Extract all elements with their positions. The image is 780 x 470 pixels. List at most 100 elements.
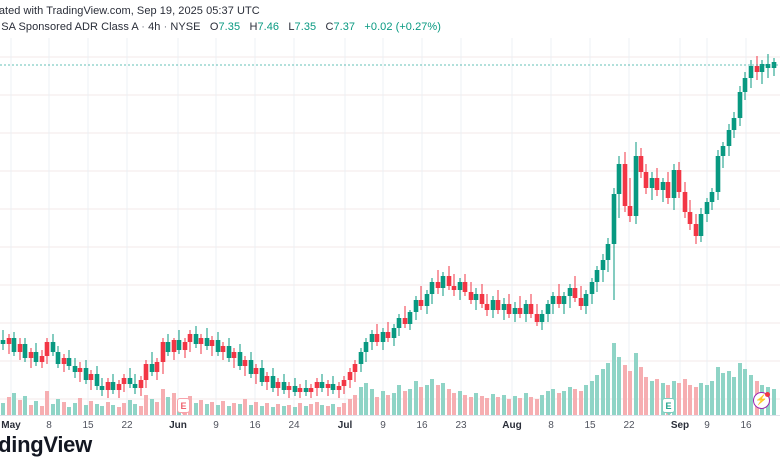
volume-bar	[425, 385, 429, 415]
volume-bar	[194, 403, 198, 415]
candle-body	[281, 382, 287, 390]
candle-body	[759, 64, 765, 72]
candle-body	[550, 296, 556, 304]
volume-bar	[1, 403, 5, 415]
volume-bar	[595, 375, 599, 415]
volume-bar	[710, 381, 714, 415]
open-label: O	[209, 21, 219, 33]
x-axis-tick: 16	[249, 420, 261, 431]
candle-body	[138, 380, 144, 388]
interval-label[interactable]: 4h	[148, 21, 161, 33]
volume-bar	[562, 391, 566, 415]
candle-body	[731, 118, 737, 130]
candle-body	[693, 224, 699, 236]
x-axis-tick: 8	[46, 420, 52, 431]
candle-body	[341, 380, 347, 386]
volume-bar	[772, 389, 776, 415]
volume-bar	[644, 377, 648, 415]
candle-body	[44, 342, 50, 356]
candle-body	[583, 294, 589, 306]
candle-body	[665, 182, 671, 198]
x-axis-tick: 15	[82, 420, 94, 431]
candle-body	[94, 374, 100, 386]
volume-bar	[743, 369, 747, 415]
candle-body	[286, 386, 292, 390]
candle-body	[495, 300, 501, 310]
symbol-info-bar: Grifols SA Sponsored ADR Class A · 4h · …	[0, 21, 441, 33]
volume-bar	[282, 406, 286, 415]
earnings-marker-down[interactable]: E	[177, 398, 190, 416]
volume-bar	[557, 393, 561, 415]
candle-body	[154, 362, 160, 372]
candle-body	[352, 364, 358, 372]
change-percent: (+0.27%)	[395, 21, 441, 33]
volume-bar	[89, 401, 93, 415]
candle-body	[572, 288, 578, 298]
volume-bar	[133, 404, 137, 415]
candle-body	[99, 386, 105, 390]
candle-body	[720, 146, 726, 156]
volume-bar	[491, 394, 495, 415]
x-axis-tick: Sep	[670, 420, 690, 431]
x-axis-tick: May	[1, 420, 21, 431]
x-axis-tick: 16	[740, 420, 752, 431]
candle-body	[512, 308, 518, 314]
candle-body	[374, 334, 380, 342]
candle-body	[435, 282, 441, 288]
x-axis-tick: 16	[416, 420, 428, 431]
volume-bar	[18, 400, 22, 415]
candle-body	[698, 214, 704, 236]
volume-bar	[590, 381, 594, 415]
volume-bar	[326, 406, 330, 415]
volume-bar	[419, 387, 423, 415]
candle-body	[336, 386, 342, 390]
volume-bar	[584, 385, 588, 415]
candle-body	[616, 164, 622, 194]
candle-body	[534, 314, 540, 322]
volume-bar	[683, 379, 687, 415]
volume-bar	[254, 402, 258, 415]
candle-body	[709, 192, 715, 202]
symbol-name[interactable]: Grifols SA Sponsored ADR Class A	[0, 21, 139, 33]
volume-bar	[260, 406, 264, 415]
volume-bar	[529, 397, 533, 415]
volume-bar	[342, 403, 346, 415]
earnings-marker-up[interactable]: E	[662, 398, 675, 416]
attribution-text: Generated with TradingView.com, Sep 19, …	[0, 5, 260, 17]
candle-body	[182, 342, 188, 350]
volume-bar	[507, 399, 511, 415]
volume-bar	[320, 405, 324, 415]
x-axis-tick: 23	[455, 420, 467, 431]
lightning-bolt-icon[interactable]: ⚡	[753, 392, 770, 409]
volume-bar	[397, 385, 401, 415]
volume-bar	[579, 391, 583, 415]
bolt-glyph: ⚡	[755, 395, 768, 406]
candle-body	[765, 64, 771, 68]
candle-body	[517, 308, 523, 314]
candle-body	[660, 182, 666, 190]
x-axis-tick: 9	[213, 420, 219, 431]
candle-body	[622, 164, 628, 206]
x-axis-tick: Jun	[169, 420, 187, 431]
candle-body	[446, 276, 452, 286]
candle-body	[567, 288, 573, 296]
volume-bar	[309, 404, 313, 415]
volume-bar	[166, 397, 170, 415]
x-axis-tick: 22	[121, 420, 133, 431]
volume-bar	[628, 371, 632, 415]
x-axis-tick: 9	[704, 420, 710, 431]
open-value: 7.35	[218, 21, 241, 33]
candle-body	[545, 304, 551, 314]
volume-bar	[480, 396, 484, 415]
volume-bar	[249, 405, 253, 415]
volume-bar	[639, 367, 643, 415]
volume-bar	[100, 406, 104, 415]
x-axis[interactable]: May 8 15 22 Jun 9 16 24 Jul 9 16 23 Aug 8 15 22 Sep 9 16	[0, 415, 780, 437]
volume-bar	[62, 402, 66, 415]
candle-body	[715, 156, 721, 192]
chart-plot-area[interactable]	[0, 38, 780, 415]
volume-bar	[568, 387, 572, 415]
volume-bar	[243, 399, 247, 415]
candle-body	[687, 212, 693, 224]
volume-bar	[122, 403, 126, 415]
